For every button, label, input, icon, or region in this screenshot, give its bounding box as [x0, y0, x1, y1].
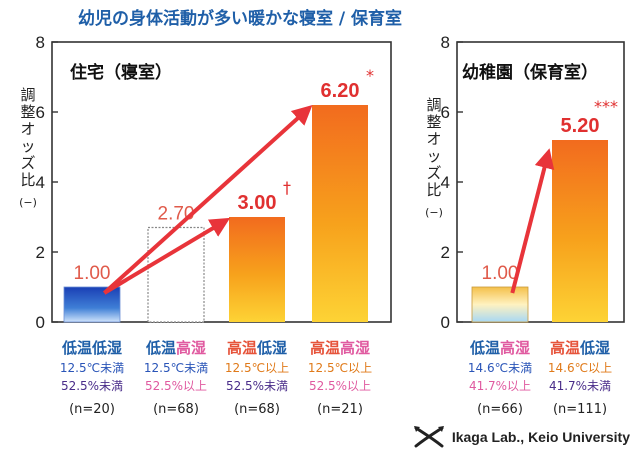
- y-tick-label: 8: [441, 33, 450, 52]
- temp-label: 高温: [550, 339, 580, 357]
- panel-title: 幼稚園（保育室）: [462, 62, 598, 83]
- bar: [552, 140, 608, 322]
- bar: [147, 226, 205, 323]
- y-tick-label: 2: [36, 243, 45, 262]
- value-label: 1.00: [482, 263, 519, 284]
- chart-panel-0: 02468調整オッズ比(−)住宅（寝室）1.00低温低湿12.5℃未満52.5%…: [19, 33, 392, 417]
- watermark: Ikaga Lab., Keio University: [412, 424, 630, 450]
- y-tick-label: 6: [441, 103, 450, 122]
- category-label: 高温高湿: [310, 339, 370, 357]
- condition-hum: 41.7%以上: [469, 379, 531, 393]
- condition-temp: 12.5℃以上: [225, 361, 289, 375]
- y-tick-label: 6: [36, 103, 45, 122]
- category-label: 低温低湿: [61, 339, 122, 357]
- y-axis-label-char: 調: [20, 86, 35, 104]
- y-axis-unit: (−): [425, 206, 443, 219]
- bar: [312, 105, 368, 322]
- trend-arrow: [102, 104, 313, 295]
- condition-temp: 12.5℃以上: [308, 361, 372, 375]
- condition-hum: 52.5%以上: [309, 379, 371, 393]
- temp-label: 低温: [61, 339, 92, 357]
- hum-label: 高湿: [340, 339, 370, 357]
- y-axis-label-char: ズ: [426, 164, 441, 182]
- bar: [471, 286, 529, 323]
- y-axis-label-char: 整: [426, 113, 441, 131]
- significance-marker: ***: [594, 97, 618, 116]
- category-label: 低温高湿: [469, 339, 530, 357]
- y-tick-label: 4: [441, 173, 450, 192]
- y-axis-unit: (−): [19, 196, 37, 209]
- significance-marker: *: [366, 66, 374, 85]
- sample-size: (n=20): [69, 402, 115, 417]
- temp-label: 高温: [310, 339, 340, 357]
- hum-label: 高湿: [176, 339, 206, 357]
- panel-title: 住宅（寝室）: [70, 62, 172, 83]
- crossed-fish-logo-icon: [413, 426, 444, 448]
- value-label: 3.00: [238, 192, 277, 214]
- category-label: 高温低湿: [227, 339, 287, 357]
- y-axis-label-char: 整: [20, 103, 35, 121]
- y-axis-label-char: ッ: [426, 147, 441, 165]
- y-axis-label-char: ズ: [20, 154, 35, 172]
- condition-temp: 12.5℃未満: [60, 361, 124, 375]
- y-axis-label-char: 調: [426, 96, 441, 114]
- condition-hum: 52.5%未満: [226, 379, 288, 393]
- trend-arrow: [510, 148, 555, 294]
- value-label: 1.00: [74, 263, 111, 284]
- y-axis-label-char: 比: [426, 181, 441, 199]
- condition-hum: 41.7%未満: [549, 379, 611, 393]
- condition-temp: 14.6℃以上: [548, 361, 612, 375]
- y-axis-label-char: ッ: [20, 137, 35, 155]
- hum-label: 高湿: [500, 339, 530, 357]
- category-label: 低温高湿: [145, 339, 206, 357]
- y-tick-label: 0: [441, 313, 450, 332]
- trend-arrow: [103, 217, 231, 295]
- y-axis-label-char: オ: [426, 130, 441, 148]
- condition-hum: 52.5%未満: [61, 379, 123, 393]
- y-tick-label: 8: [36, 33, 45, 52]
- temp-label: 低温: [145, 339, 176, 357]
- significance-marker: †: [283, 178, 291, 197]
- chart-title: 幼児の身体活動が多い暖かな寝室 / 保育室: [78, 8, 402, 29]
- y-tick-label: 4: [36, 173, 45, 192]
- hum-label: 低湿: [256, 339, 287, 357]
- condition-temp: 12.5℃未満: [144, 361, 208, 375]
- y-tick-label: 0: [36, 313, 45, 332]
- sample-size: (n=68): [234, 402, 280, 417]
- condition-hum: 52.5%以上: [145, 379, 207, 393]
- value-label: 5.20: [561, 115, 600, 137]
- temp-label: 低温: [469, 339, 500, 357]
- y-tick-label: 2: [441, 243, 450, 262]
- hum-label: 低湿: [579, 339, 610, 357]
- watermark-text: Ikaga Lab., Keio University: [451, 429, 630, 445]
- sample-size: (n=21): [317, 402, 363, 417]
- sample-size: (n=68): [153, 402, 199, 417]
- condition-temp: 14.6℃未満: [468, 361, 532, 375]
- temp-label: 高温: [227, 339, 257, 357]
- sample-size: (n=66): [477, 402, 523, 417]
- hum-label: 低湿: [91, 339, 122, 357]
- sample-size: (n=111): [553, 402, 607, 417]
- category-label: 高温低湿: [550, 339, 610, 357]
- y-axis-label-char: オ: [20, 120, 35, 138]
- y-axis-label-char: 比: [20, 171, 35, 189]
- value-label: 6.20: [321, 80, 360, 102]
- bar: [229, 217, 285, 322]
- bar: [63, 286, 121, 323]
